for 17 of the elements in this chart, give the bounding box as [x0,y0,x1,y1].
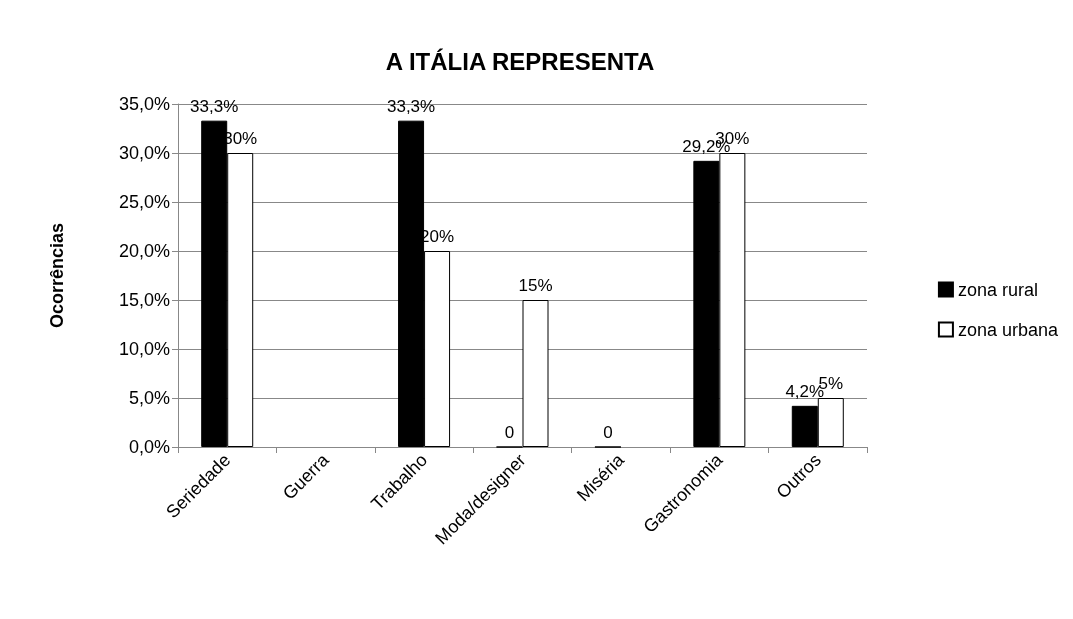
y-tick-label: 35,0% [118,94,170,114]
chart-title: A ITÁLIA REPRESENTA [385,47,655,75]
y-tick-label: 20,0% [118,241,170,261]
y-tick-label: 5,0% [128,388,170,408]
y-tick-label: 15,0% [118,290,170,310]
y-tick-label: 25,0% [118,192,170,212]
legend-label: zona urbana [957,319,1059,340]
data-label: 15% [518,276,553,295]
y-axis-title: Ocorrências [47,222,67,329]
data-label: 33,3% [190,96,239,116]
data-label: 0 [504,422,515,442]
y-tick-label: 10,0% [118,339,170,359]
data-label: 0 [603,422,613,442]
y-tick-label: 30,0% [118,143,170,163]
y-tick-label: 0,0% [128,437,170,457]
legend-label: zona rural [957,279,1038,300]
data-label: 33,3% [386,96,436,116]
